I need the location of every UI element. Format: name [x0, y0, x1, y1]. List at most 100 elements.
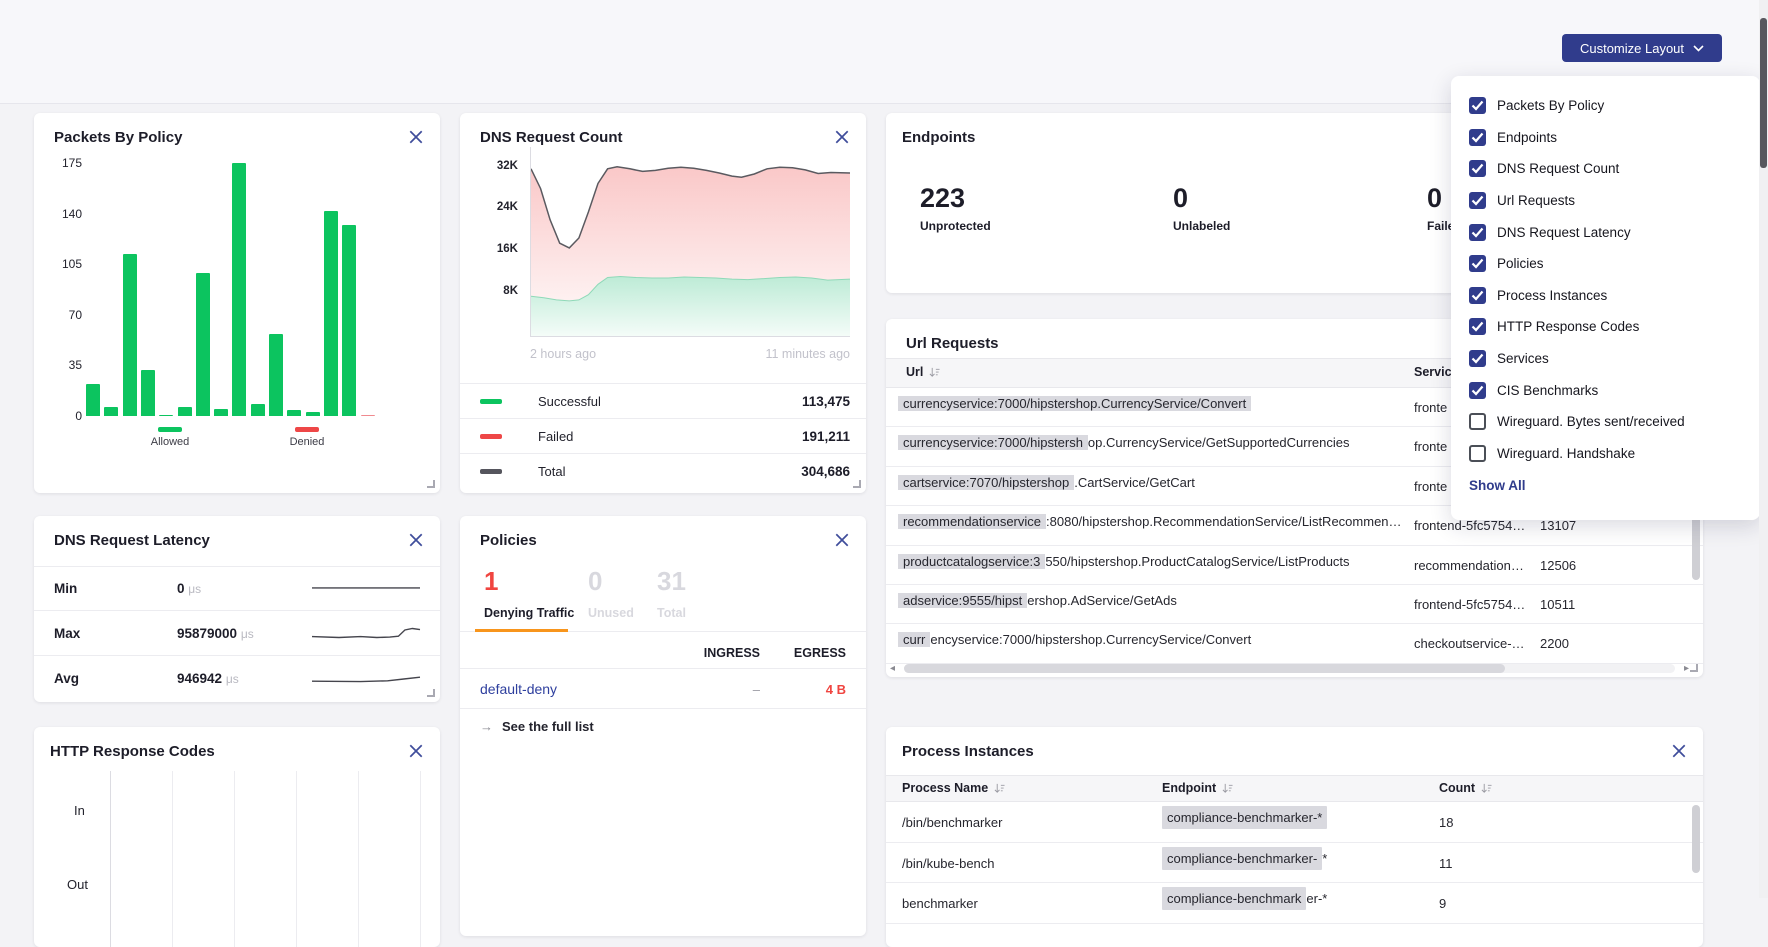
- bar-allowed: [86, 384, 100, 416]
- menu-item-cis-benchmarks[interactable]: CIS Benchmarks: [1469, 374, 1760, 406]
- process-table-row[interactable]: /bin/benchmarker compliance-benchmarker-*…: [886, 802, 1703, 843]
- close-icon[interactable]: [834, 129, 850, 145]
- see-full-list-link[interactable]: → See the full list: [480, 719, 594, 734]
- latency-value: 0 μs: [177, 581, 202, 596]
- endpoint-highlighted-part: compliance-benchmarker-: [1162, 846, 1323, 870]
- url-table-row[interactable]: productcatalogservice:3 550/hipstershop.P…: [886, 546, 1703, 585]
- horizontal-scrollbar[interactable]: ◂ ▸: [890, 663, 1689, 674]
- bar-allowed: [232, 163, 247, 416]
- tab-unused[interactable]: Unused: [588, 606, 634, 620]
- service-cell: recommendationse…: [1414, 557, 1530, 573]
- menu-item-wireguard-bytes-sent-received[interactable]: Wireguard. Bytes sent/received: [1469, 406, 1760, 438]
- checkbox-checked-icon[interactable]: [1469, 318, 1486, 336]
- column-header-count[interactable]: Count: [1439, 781, 1492, 795]
- scrollbar-thumb[interactable]: [904, 664, 1506, 673]
- close-icon[interactable]: [408, 532, 424, 548]
- checkbox-checked-icon[interactable]: [1469, 160, 1486, 178]
- latency-sparkline: [311, 668, 422, 695]
- scrollbar-track[interactable]: [904, 664, 1675, 673]
- bar-allowed: [214, 408, 229, 416]
- url-table-row[interactable]: recommendationservice:8080/hipstershop.R…: [886, 506, 1703, 546]
- url-cell: recommendationservice:8080/hipstershop.R…: [898, 514, 1403, 530]
- close-icon[interactable]: [408, 743, 424, 759]
- latency-label: Avg: [54, 671, 80, 686]
- tab-denying-traffic[interactable]: Denying Traffic: [484, 606, 575, 620]
- resize-handle[interactable]: [427, 480, 435, 488]
- column-header-url[interactable]: Url: [906, 365, 940, 379]
- bar-denied: [360, 414, 375, 416]
- checkbox-checked-icon[interactable]: [1469, 286, 1486, 304]
- row-label-in: In: [74, 803, 85, 818]
- checkbox-checked-icon[interactable]: [1469, 97, 1486, 115]
- menu-item-wireguard-handshake[interactable]: Wireguard. Handshake: [1469, 438, 1760, 470]
- checkbox-checked-icon[interactable]: [1469, 350, 1486, 368]
- column-header-process-name[interactable]: Process Name: [902, 781, 1005, 795]
- card-title: Packets By Policy: [54, 129, 183, 146]
- checkbox-checked-icon[interactable]: [1469, 192, 1486, 210]
- latency-sparkline: [312, 578, 422, 605]
- y-axis-line: [110, 771, 111, 947]
- bar-allowed: [250, 404, 265, 416]
- page-scrollbar-thumb[interactable]: [1760, 18, 1767, 168]
- show-all-link[interactable]: Show All: [1469, 478, 1526, 494]
- policy-link[interactable]: default-deny: [480, 681, 558, 697]
- url-table-row[interactable]: cartservice:7070/hipstershop .CartService…: [886, 467, 1703, 507]
- checkbox-checked-icon[interactable]: [1469, 255, 1486, 273]
- url-table-row[interactable]: adservice:9555/hipst ershop.AdService/Get…: [886, 585, 1703, 625]
- menu-item-process-instances[interactable]: Process Instances: [1469, 280, 1760, 312]
- legend-row-successful: Successful 113,475: [460, 383, 866, 418]
- count-cell: 11: [1439, 855, 1453, 871]
- customize-layout-button[interactable]: Customize Layout: [1562, 34, 1722, 62]
- scroll-right-icon[interactable]: ▸: [1683, 663, 1689, 674]
- url-cell: adservice:9555/hipst ershop.AdService/Get…: [898, 593, 1403, 608]
- checkbox-unchecked-icon[interactable]: [1469, 413, 1486, 431]
- menu-item-dns-request-latency[interactable]: DNS Request Latency: [1469, 216, 1760, 248]
- vertical-scrollbar[interactable]: [1692, 805, 1700, 873]
- checkbox-unchecked-icon[interactable]: [1469, 444, 1486, 462]
- url-rest-part: encyservice:7000/hipstershop.CurrencySer…: [930, 632, 1252, 648]
- checkbox-checked-icon[interactable]: [1469, 128, 1486, 146]
- tab-total[interactable]: Total: [657, 606, 686, 620]
- close-icon[interactable]: [408, 129, 424, 145]
- column-header-egress: EGRESS: [793, 646, 846, 660]
- customize-layout-label: Customize Layout: [1579, 40, 1685, 56]
- menu-item-policies[interactable]: Policies: [1469, 248, 1760, 280]
- menu-item-endpoints[interactable]: Endpoints: [1469, 122, 1760, 154]
- sort-icon: [1222, 783, 1233, 793]
- column-header-service[interactable]: Service: [1414, 365, 1458, 379]
- y-tick-label: 35: [68, 358, 82, 373]
- bar-allowed: [323, 210, 338, 416]
- checkbox-checked-icon[interactable]: [1469, 381, 1486, 399]
- legend-label: Failed: [538, 429, 574, 444]
- menu-item-packets-by-policy[interactable]: Packets By Policy: [1469, 90, 1760, 122]
- resize-handle[interactable]: [427, 689, 435, 697]
- process-table-row[interactable]: benchmarker compliance-benchmark er-* 9: [886, 883, 1703, 924]
- column-header-endpoint[interactable]: Endpoint: [1162, 781, 1233, 795]
- url-highlighted-part: curr: [898, 632, 931, 648]
- stat-unlabeled-label: Unlabeled: [1173, 219, 1231, 233]
- menu-item-http-response-codes[interactable]: HTTP Response Codes: [1469, 311, 1760, 343]
- legend-row-total: Total 304,686: [460, 453, 866, 488]
- process-table-row[interactable]: /bin/kube-bench compliance-benchmarker- * 1…: [886, 843, 1703, 883]
- checkbox-checked-icon[interactable]: [1469, 223, 1486, 241]
- url-table-row[interactable]: currencyservice:7000/hipstershop.Currenc…: [886, 388, 1703, 428]
- url-highlighted-part: currencyservice:7000/hipstershop.Currenc…: [898, 396, 1252, 411]
- bar-allowed: [122, 254, 137, 416]
- resize-handle[interactable]: [853, 480, 861, 488]
- service-cell: frontend-5fc5754db…: [1414, 597, 1530, 612]
- stat-total-value: 31: [657, 566, 686, 596]
- menu-item-url-requests[interactable]: Url Requests: [1469, 185, 1760, 217]
- scroll-left-icon[interactable]: ◂: [890, 663, 896, 674]
- close-icon[interactable]: [1671, 743, 1687, 759]
- resize-handle[interactable]: [1690, 664, 1698, 672]
- menu-item-label: Services: [1497, 351, 1549, 367]
- close-icon[interactable]: [834, 532, 850, 548]
- menu-item-services[interactable]: Services: [1469, 343, 1760, 375]
- arrow-right-icon: →: [480, 719, 493, 734]
- sort-icon: [994, 783, 1005, 793]
- url-highlighted-part: cartservice:7070/hipstershop: [898, 474, 1075, 490]
- page-scrollbar[interactable]: [1759, 0, 1768, 898]
- menu-item-dns-request-count[interactable]: DNS Request Count: [1469, 153, 1760, 185]
